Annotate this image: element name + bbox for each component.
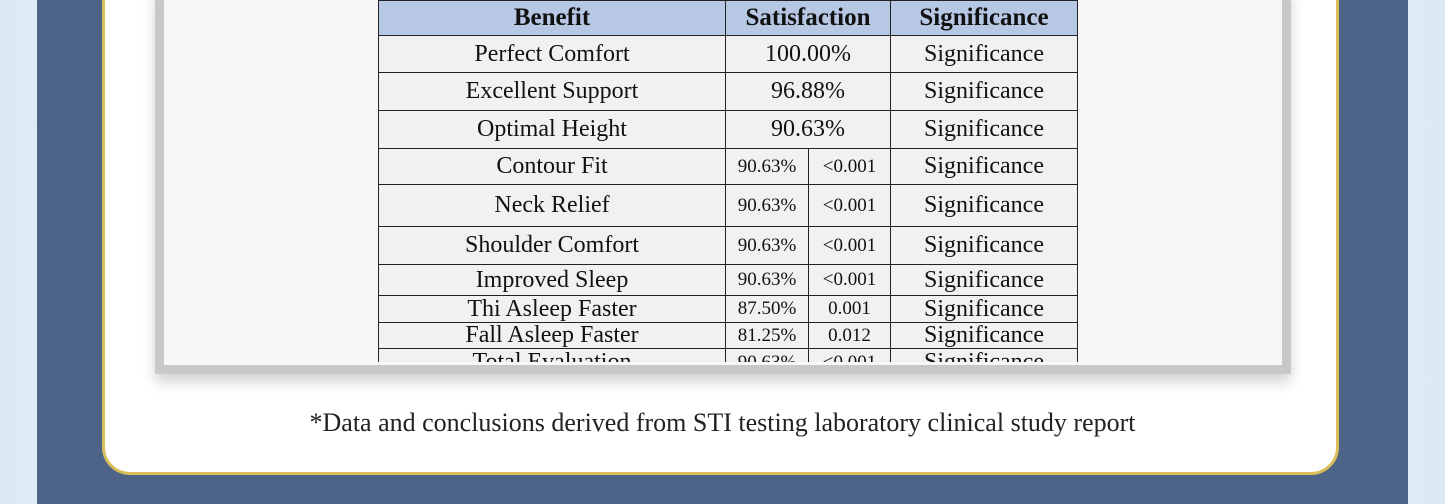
satisfaction-cell: 90.63% [725,264,809,296]
header-cell: Benefit [378,0,726,36]
significance-cell: Significance [890,184,1078,227]
significance-cell: Significance [890,148,1078,185]
satisfaction-cell: 90.63% [725,348,809,362]
significance-cell: Significance [890,35,1078,73]
significance-cell: Significance [890,72,1078,111]
satisfaction-cell: 90.63% [725,148,809,185]
satisfaction-cell: 90.63% [725,226,809,265]
benefit-cell: Shoulder Comfort [378,226,726,265]
benefit-cell: Optimal Height [378,110,726,149]
benefit-cell: Perfect Comfort [378,35,726,73]
satisfaction-cell: 90.63% [725,184,809,227]
significance-cell: Significance [890,264,1078,296]
p-value-cell: <0.001 [808,148,891,185]
significance-cell: Significance [890,226,1078,265]
satisfaction-cell: 96.88% [725,72,891,111]
p-value-cell: 0.001 [808,295,891,323]
p-value-cell: <0.001 [808,184,891,227]
p-value-cell: <0.001 [808,264,891,296]
header-cell: Satisfaction [725,0,891,36]
p-value-cell: <0.001 [808,348,891,362]
satisfaction-cell: 81.25% [725,322,809,349]
satisfaction-cell: 100.00% [725,35,891,73]
satisfaction-cell: 90.63% [725,110,891,149]
benefit-cell: Excellent Support [378,72,726,111]
benefit-cell: Thi Asleep Faster [378,295,726,323]
benefit-cell: Neck Relief [378,184,726,227]
header-cell: Significance [890,0,1078,36]
benefit-cell: Contour Fit [378,148,726,185]
benefit-cell: Fall Asleep Faster [378,322,726,349]
significance-cell: Significance [890,322,1078,349]
footnote: *Data and conclusions derived from STI t… [309,408,1136,437]
benefit-cell: Improved Sleep [378,264,726,296]
table: Benefit Satisfaction Significance Perfect C… [378,0,1078,362]
significance-cell: Significance [890,348,1078,362]
p-value-cell: 0.012 [808,322,891,349]
significance-cell: Significance [890,295,1078,323]
significance-cell: Significance [890,110,1078,149]
p-value-cell: <0.001 [808,226,891,265]
benefit-cell: Total Evaluation [378,348,726,362]
satisfaction-cell: 87.50% [725,295,809,323]
